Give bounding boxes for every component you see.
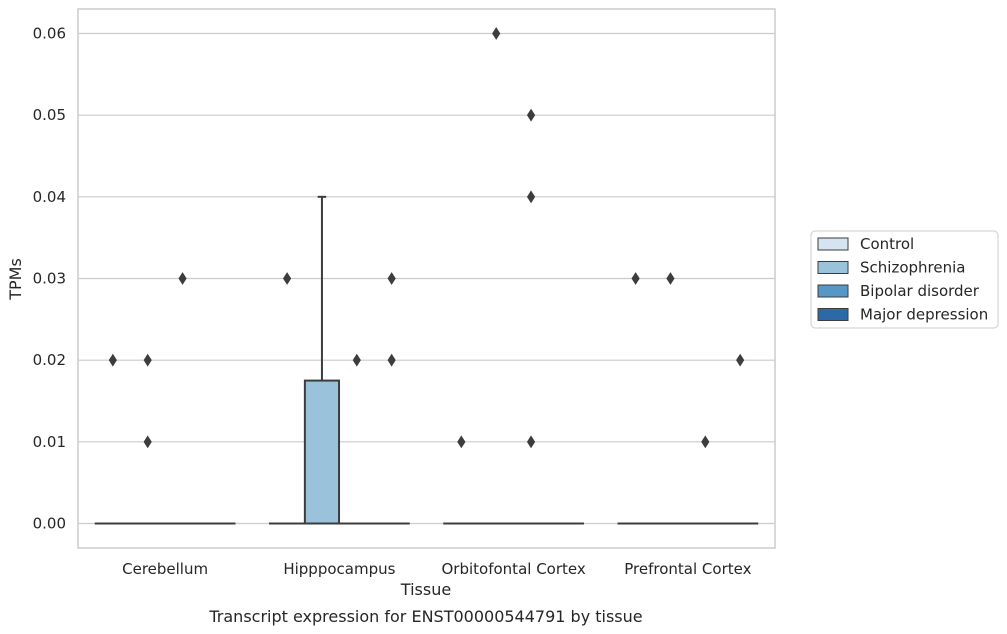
y-tick-labels: 0.00 0.01 0.02 0.03 0.04 0.05 0.06 [33,25,66,533]
legend-swatch [817,261,849,274]
box [303,379,341,525]
x-tick-label: Prefrontal Cortex [624,560,751,578]
outlier-point [526,435,536,449]
outlier-point [143,353,152,367]
legend-swatch [817,308,849,321]
outlier-point [143,435,152,449]
y-tick-label: 0.04 [33,188,66,206]
legend-swatch [817,237,849,251]
legend-label: Schizophrenia [860,259,965,277]
x-tick-label: Cerebellum [122,560,208,578]
legend-label: Major depression [860,306,988,324]
box-group [443,435,480,525]
box-group [512,108,550,525]
x-axis-label: Tissue [400,580,451,599]
box-group [303,195,341,525]
legend-label: Control [860,235,914,253]
box-group [94,353,131,525]
box-group [373,272,410,525]
outlier-point [387,272,396,285]
outlier-point [701,435,710,449]
outlier-point [631,272,640,285]
y-tick-label: 0.01 [33,433,66,451]
legend-frame [810,230,999,329]
outlier-point [108,353,117,367]
box-group [338,353,375,525]
x-tick-labels: Cerebellum Hipppocampus Orbitofontal Corte… [122,560,751,578]
x-tick-label: Hipppocampus [283,560,395,578]
outlier-point [457,435,466,449]
box-group [478,27,515,525]
box-group [269,272,306,525]
outlier-point [352,353,361,367]
y-tick-label: 0.05 [33,106,66,124]
outlier-point [666,272,675,285]
outlier-point [526,190,536,204]
box-group [129,353,166,525]
outlier-point [387,353,396,367]
y-tick-label: 0.03 [33,270,66,288]
y-tick-label: 0.02 [33,351,66,369]
chart-caption: Transcript expression for ENST0000054479… [208,607,642,626]
y-tick-label: 0.00 [33,515,66,533]
legend-label: Bipolar disorder [860,282,980,300]
box-group [164,272,201,525]
outlier-point [283,272,292,285]
outlier-point [178,272,187,285]
plot-frame [77,8,776,549]
box-layer [94,27,759,525]
legend: Control Schizophrenia Bipolar disorder Majo… [810,230,999,329]
outlier-point [526,108,536,122]
grid-lines [78,32,775,525]
x-tick-label: Orbitofontal Cortex [442,560,586,578]
outlier-point [736,353,745,367]
legend-swatch [817,284,849,298]
box-group [687,435,724,525]
outlier-point [492,27,501,40]
box-group [617,272,654,525]
box-group [722,353,759,525]
y-axis-label: TPMs [6,258,25,301]
y-tick-label: 0.06 [33,25,66,43]
box-group [652,272,689,525]
